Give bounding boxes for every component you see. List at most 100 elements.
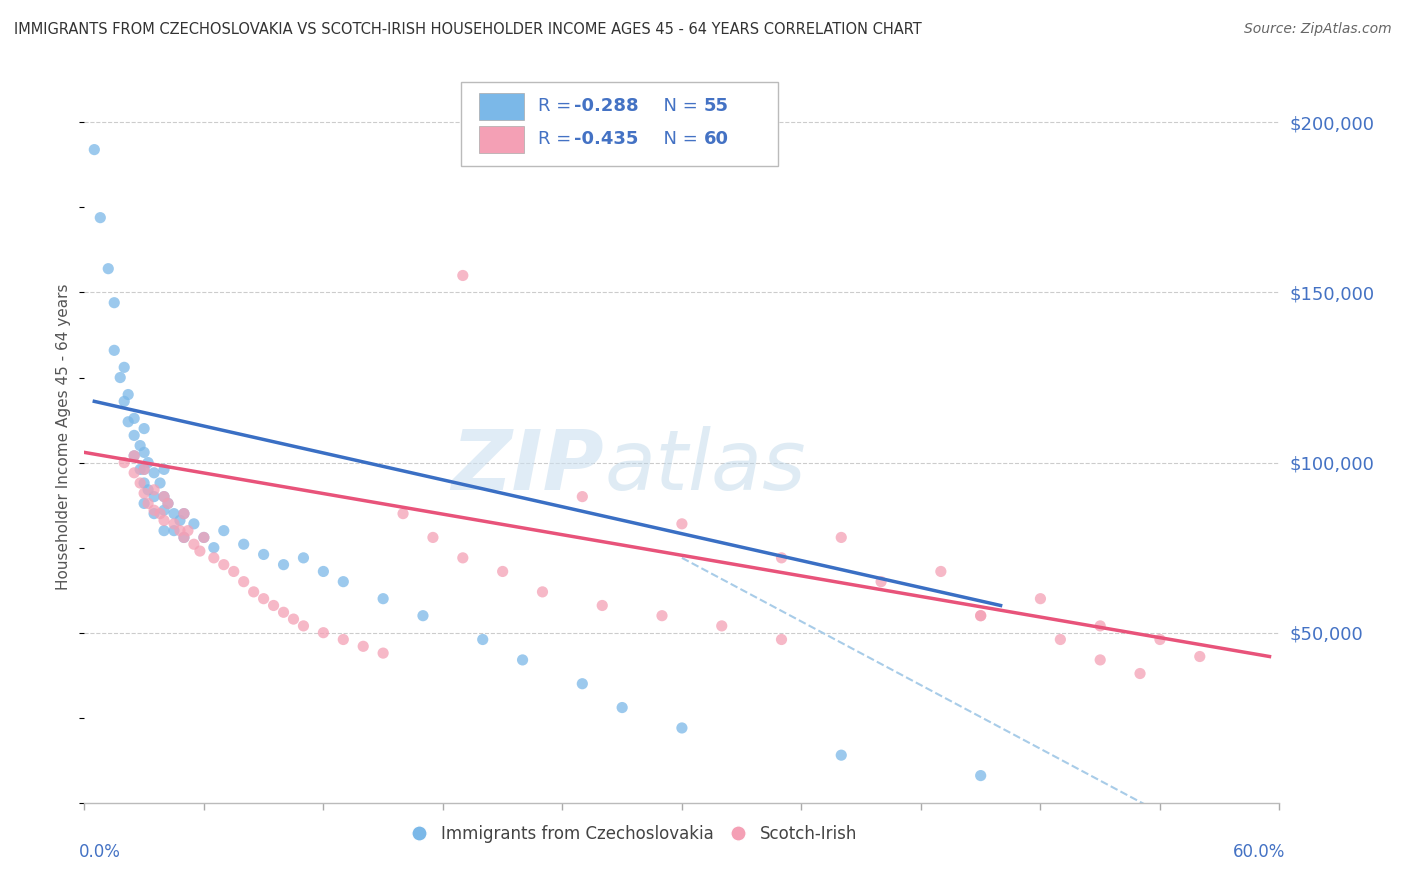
- Point: [143, 466, 166, 480]
- Point: [1029, 591, 1052, 606]
- Point: [153, 503, 176, 517]
- Text: R =: R =: [538, 97, 578, 115]
- Point: [970, 608, 993, 623]
- Point: [136, 456, 159, 470]
- Point: [1149, 632, 1171, 647]
- Point: [103, 295, 125, 310]
- Point: [451, 268, 474, 283]
- Text: 55: 55: [703, 97, 728, 115]
- Point: [143, 490, 166, 504]
- Point: [136, 496, 159, 510]
- Point: [163, 516, 186, 531]
- Point: [112, 456, 135, 470]
- Point: [352, 640, 374, 654]
- Point: [163, 524, 186, 538]
- Text: 60: 60: [703, 130, 728, 148]
- Text: -0.435: -0.435: [575, 130, 638, 148]
- Point: [492, 565, 515, 579]
- Point: [571, 677, 593, 691]
- Point: [591, 599, 613, 613]
- Point: [1129, 666, 1152, 681]
- Point: [132, 475, 156, 490]
- Point: [193, 531, 215, 545]
- Text: IMMIGRANTS FROM CZECHOSLOVAKIA VS SCOTCH-IRISH HOUSEHOLDER INCOME AGES 45 - 64 Y: IMMIGRANTS FROM CZECHOSLOVAKIA VS SCOTCH…: [14, 22, 922, 37]
- Text: ZIP: ZIP: [451, 425, 605, 507]
- Point: [392, 507, 415, 521]
- Point: [222, 565, 245, 579]
- Point: [153, 462, 176, 476]
- Point: [157, 496, 180, 510]
- Point: [531, 585, 554, 599]
- Point: [770, 550, 793, 565]
- Point: [202, 541, 225, 555]
- Point: [312, 625, 335, 640]
- Point: [671, 516, 693, 531]
- Point: [232, 537, 254, 551]
- Point: [512, 653, 534, 667]
- Point: [143, 507, 166, 521]
- Point: [183, 537, 205, 551]
- Bar: [479, 94, 524, 120]
- Point: [212, 558, 235, 572]
- Text: N =: N =: [652, 97, 703, 115]
- Text: N =: N =: [652, 130, 703, 148]
- Point: [173, 507, 195, 521]
- Point: [242, 585, 264, 599]
- Point: [177, 524, 200, 538]
- Text: 0.0%: 0.0%: [79, 843, 121, 861]
- Point: [273, 605, 295, 619]
- Point: [253, 548, 276, 562]
- Point: [149, 475, 172, 490]
- Point: [188, 544, 211, 558]
- Point: [193, 531, 215, 545]
- Point: [153, 524, 176, 538]
- Legend: Immigrants from Czechoslovakia, Scotch-Irish: Immigrants from Czechoslovakia, Scotch-I…: [404, 818, 865, 849]
- Point: [1188, 649, 1211, 664]
- Point: [122, 449, 145, 463]
- Point: [1090, 619, 1112, 633]
- Text: -0.288: -0.288: [575, 97, 638, 115]
- Point: [929, 565, 952, 579]
- Point: [1049, 632, 1071, 647]
- Point: [870, 574, 893, 589]
- Point: [132, 462, 156, 476]
- Point: [212, 524, 235, 538]
- Point: [132, 462, 156, 476]
- Point: [163, 507, 186, 521]
- Y-axis label: Householder Income Ages 45 - 64 years: Householder Income Ages 45 - 64 years: [56, 284, 72, 591]
- Point: [263, 599, 285, 613]
- Bar: [479, 126, 524, 153]
- Point: [373, 646, 395, 660]
- Point: [117, 415, 139, 429]
- Point: [173, 507, 195, 521]
- Point: [292, 550, 315, 565]
- Point: [283, 612, 305, 626]
- Point: [830, 748, 852, 763]
- Point: [332, 574, 354, 589]
- Point: [117, 387, 139, 401]
- Point: [143, 483, 166, 497]
- Point: [970, 608, 993, 623]
- Text: Source: ZipAtlas.com: Source: ZipAtlas.com: [1244, 22, 1392, 37]
- Point: [122, 449, 145, 463]
- Point: [132, 496, 156, 510]
- Point: [571, 490, 593, 504]
- Point: [132, 421, 156, 435]
- Point: [202, 550, 225, 565]
- Point: [373, 591, 395, 606]
- Point: [122, 466, 145, 480]
- Text: R =: R =: [538, 130, 578, 148]
- Point: [132, 486, 156, 500]
- Point: [112, 394, 135, 409]
- Point: [129, 475, 152, 490]
- Point: [183, 516, 205, 531]
- Text: 60.0%: 60.0%: [1233, 843, 1285, 861]
- Point: [83, 143, 105, 157]
- Point: [153, 513, 176, 527]
- Point: [149, 507, 172, 521]
- Point: [273, 558, 295, 572]
- Point: [132, 445, 156, 459]
- Point: [471, 632, 494, 647]
- Point: [253, 591, 276, 606]
- Point: [103, 343, 125, 358]
